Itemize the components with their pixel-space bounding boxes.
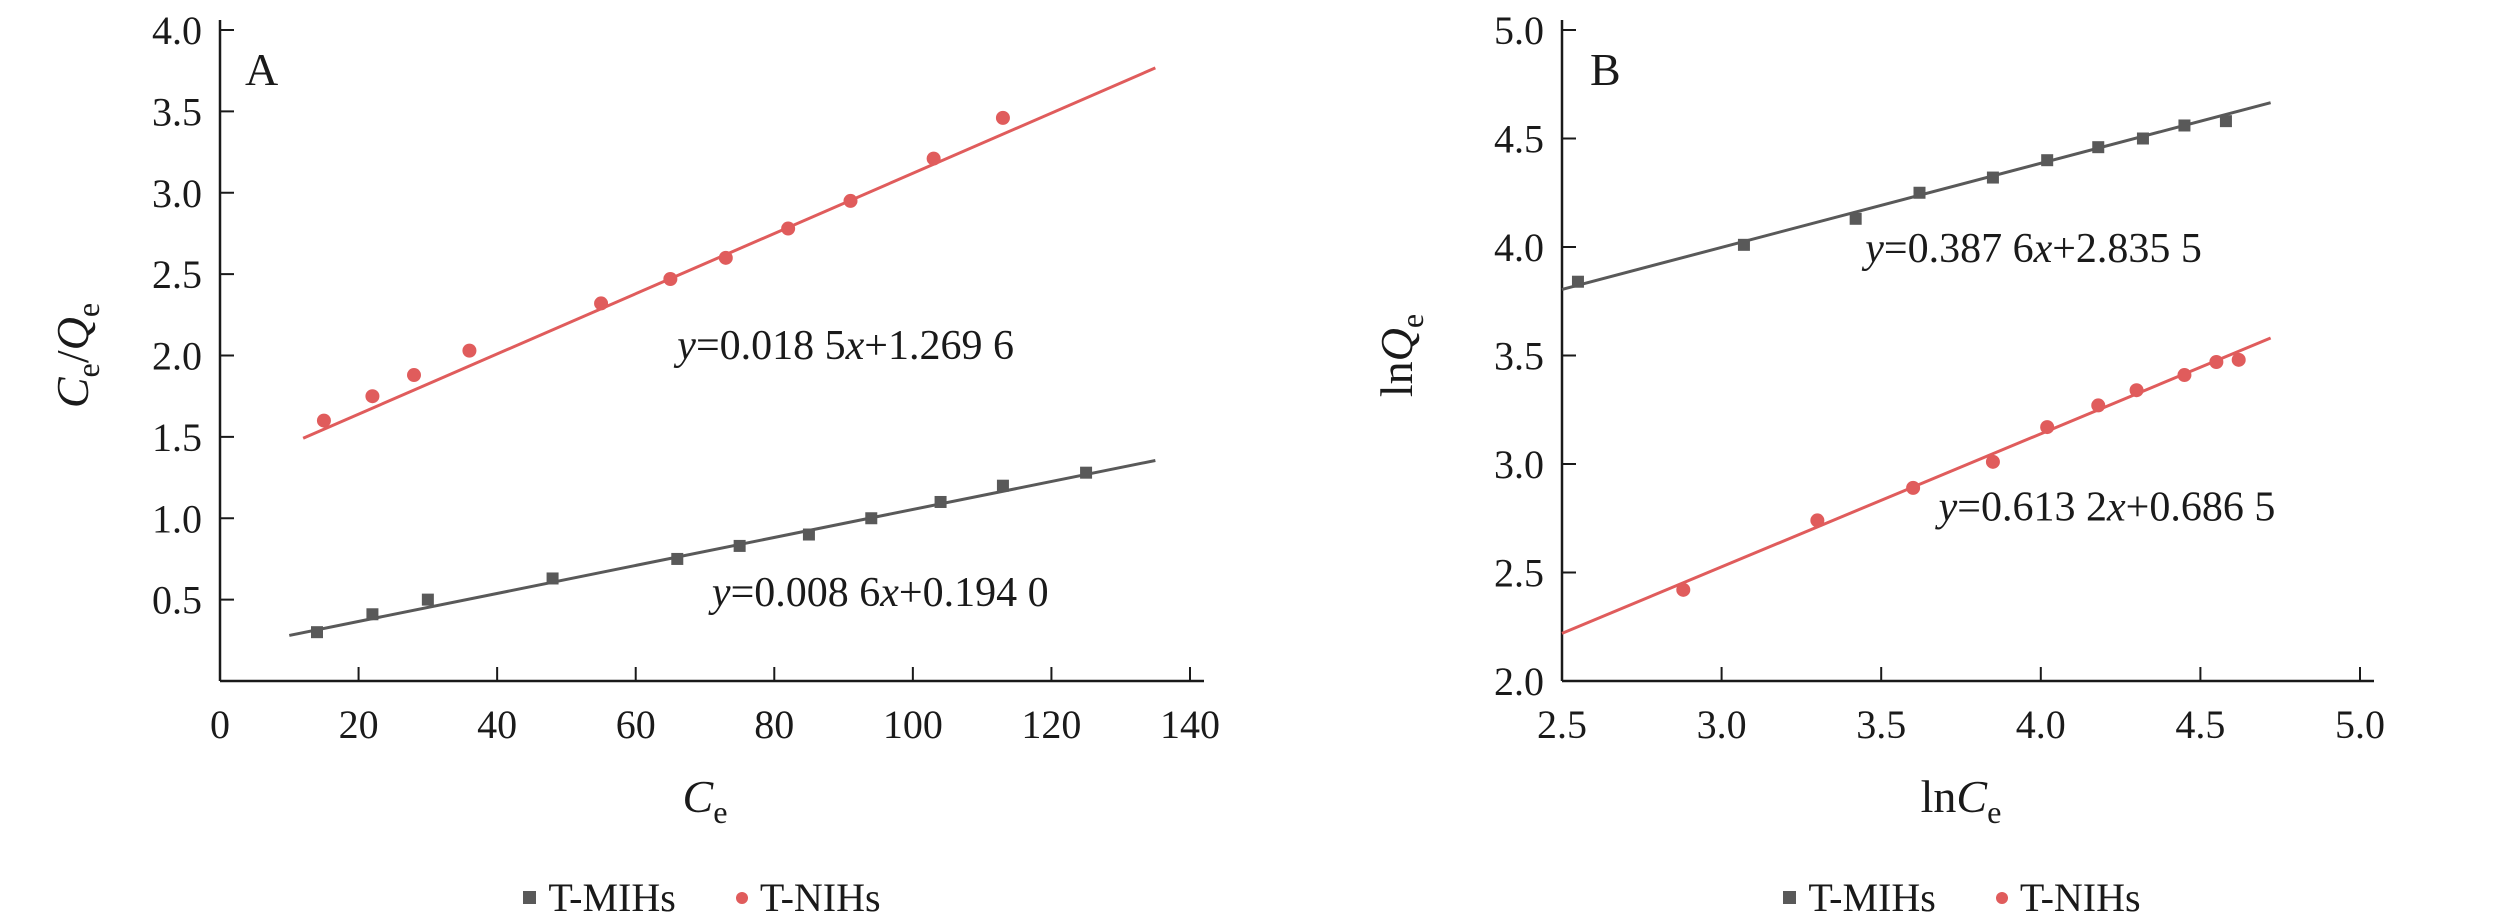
panel-a-langmuir: 0 20 40 60 80 100 120 140 0.5 1.0 1.5 2.0 2.5 3.0 3.5 4… — [47, 8, 1220, 920]
svg-text:120: 120 — [1021, 702, 1081, 747]
svg-text:2.5: 2.5 — [152, 252, 202, 297]
circle-marker-icon — [1995, 891, 2008, 904]
svg-text:lnQe: lnQe — [1371, 314, 1430, 397]
legend-label-t-nihs: T-NIHs — [2019, 875, 2141, 920]
svg-text:40: 40 — [477, 702, 517, 747]
svg-text:2.5: 2.5 — [1537, 702, 1587, 747]
panel-b-freundlich: 2.5 3.0 3.5 4.0 4.5 5.0 2.0 2.5 3.0 3.5 4.0 4.5 5.0 y… — [1260, 0, 2520, 923]
legend-label-t-mihs: T-MIHs — [1808, 875, 1936, 920]
svg-text:1.0: 1.0 — [152, 496, 202, 541]
svg-text:y=0.387 6x+2.835 5: y=0.387 6x+2.835 5 — [1861, 226, 2202, 272]
svg-text:80: 80 — [754, 702, 794, 747]
svg-text:2.0: 2.0 — [152, 334, 202, 379]
svg-text:2.5: 2.5 — [1494, 551, 1544, 596]
legend-panel-a: T-MIHs T-NIHs — [72, 874, 1332, 921]
svg-text:3.5: 3.5 — [1494, 334, 1544, 379]
svg-text:3.5: 3.5 — [1856, 702, 1906, 747]
legend-label-t-mihs: T-MIHs — [548, 875, 676, 920]
svg-text:5.0: 5.0 — [1494, 8, 1544, 53]
svg-text:0.5: 0.5 — [152, 578, 202, 623]
svg-text:3.0: 3.0 — [152, 171, 202, 216]
svg-text:B: B — [1590, 44, 1621, 95]
svg-text:Ce/Qe: Ce/Qe — [47, 303, 106, 408]
langmuir-plot-canvas: 0 20 40 60 80 100 120 140 0.5 1.0 1.5 2.0 2.5 3.0 3.5 4… — [47, 8, 1220, 830]
svg-text:lnCe: lnCe — [1921, 771, 2002, 830]
svg-text:Ce: Ce — [683, 771, 728, 830]
svg-text:2.0: 2.0 — [1494, 659, 1544, 704]
svg-text:4.0: 4.0 — [152, 8, 202, 53]
legend-item-t-nihs: T-NIHs — [1995, 874, 2141, 921]
svg-text:3.0: 3.0 — [1697, 702, 1747, 747]
svg-text:y=0.008 6x+0.194 0: y=0.008 6x+0.194 0 — [708, 570, 1049, 616]
svg-text:20: 20 — [339, 702, 379, 747]
square-marker-icon — [523, 891, 537, 904]
svg-text:60: 60 — [616, 702, 656, 747]
svg-text:A: A — [245, 44, 278, 95]
svg-text:3.5: 3.5 — [152, 89, 202, 134]
svg-text:1.5: 1.5 — [152, 415, 202, 460]
square-marker-icon — [1783, 891, 1797, 904]
legend-panel-b: T-MIHs T-NIHs — [1332, 874, 2520, 921]
svg-text:3.0: 3.0 — [1494, 442, 1544, 487]
legend-item-t-nihs: T-NIHs — [735, 874, 881, 921]
legend-item-t-mihs: T-MIHs — [523, 874, 676, 921]
svg-text:4.0: 4.0 — [2016, 702, 2066, 747]
freundlich-plot-canvas: 2.5 3.0 3.5 4.0 4.5 5.02.02.53.03.54.04.55.0y… — [1371, 8, 2385, 830]
svg-text:4.5: 4.5 — [1494, 117, 1544, 162]
svg-text:5.0: 5.0 — [2335, 702, 2385, 747]
circle-marker-icon — [735, 891, 748, 904]
svg-text:100: 100 — [883, 702, 943, 747]
legend-label-t-nihs: T-NIHs — [759, 875, 881, 920]
legend-item-t-mihs: T-MIHs — [1783, 874, 1936, 921]
svg-text:4.5: 4.5 — [2175, 702, 2225, 747]
svg-text:y=0.018 5x+1.269 6: y=0.018 5x+1.269 6 — [673, 323, 1014, 369]
svg-text:y=0.613 2x+0.686 5: y=0.613 2x+0.686 5 — [1935, 484, 2276, 530]
svg-text:4.0: 4.0 — [1494, 225, 1544, 270]
svg-text:0: 0 — [210, 702, 230, 747]
svg-text:140: 140 — [1160, 702, 1220, 747]
